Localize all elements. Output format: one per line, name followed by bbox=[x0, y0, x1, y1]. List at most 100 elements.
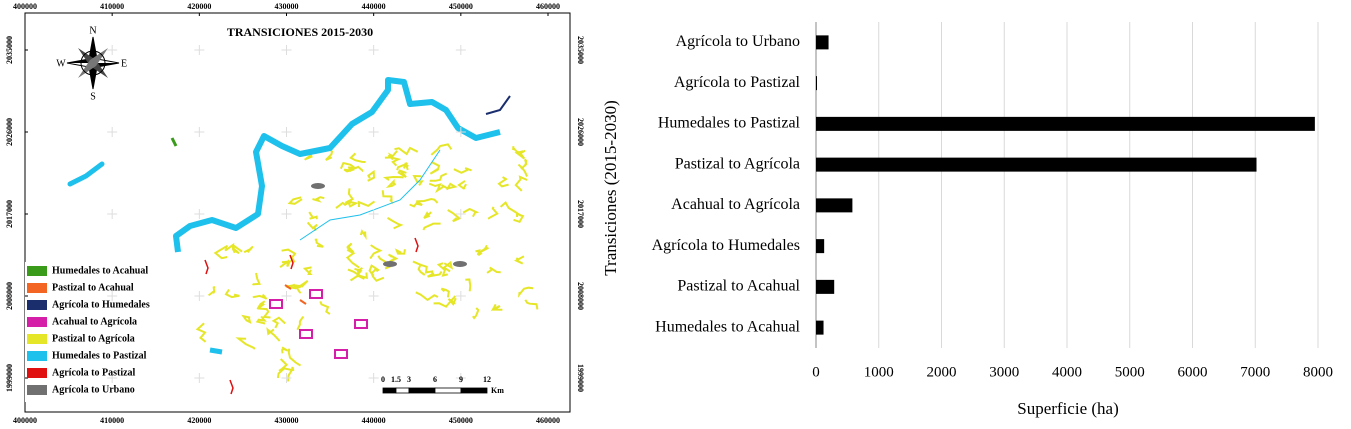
map-outline bbox=[173, 77, 501, 253]
map-patch bbox=[204, 259, 209, 275]
map-patch bbox=[287, 348, 302, 367]
map-patch bbox=[513, 212, 525, 224]
compass bbox=[66, 36, 120, 90]
map-y-coord: 2026000 bbox=[576, 118, 585, 146]
map-patch bbox=[354, 267, 363, 277]
map-y-coord: 2035000 bbox=[5, 36, 14, 64]
map-y-coord: 2035000 bbox=[576, 36, 585, 64]
map-patch bbox=[440, 182, 458, 191]
map-patch bbox=[243, 245, 254, 254]
map-patch bbox=[359, 229, 367, 241]
bar bbox=[816, 116, 1315, 131]
map-patch bbox=[319, 301, 331, 315]
map-patch bbox=[394, 146, 419, 156]
map-patch bbox=[412, 174, 424, 186]
map-patch bbox=[231, 244, 243, 255]
map-patch bbox=[195, 322, 207, 343]
map-x-coord: 420000 bbox=[187, 2, 211, 11]
legend-label: Agrícola to Humedales bbox=[52, 299, 150, 310]
map-patch bbox=[436, 262, 449, 277]
map-patch bbox=[207, 286, 216, 297]
map-patch bbox=[465, 278, 472, 292]
map-x-coord: 460000 bbox=[536, 2, 560, 11]
map-patch bbox=[287, 196, 303, 205]
map-patch bbox=[397, 169, 407, 178]
map-patch bbox=[302, 266, 313, 275]
scale-label: 6 bbox=[433, 375, 437, 384]
scale-segment bbox=[460, 387, 488, 394]
map-patch bbox=[271, 316, 286, 329]
map-patch bbox=[381, 190, 393, 205]
legend-swatch bbox=[27, 385, 47, 395]
map-patch bbox=[517, 163, 529, 177]
x-tick-label: 5000 bbox=[1115, 364, 1145, 380]
map-grid-cross bbox=[281, 291, 292, 301]
x-tick-label: 0 bbox=[812, 364, 820, 380]
map-patch bbox=[419, 263, 434, 274]
map-patch bbox=[269, 299, 283, 309]
map-patch bbox=[430, 143, 453, 156]
map-patch bbox=[311, 183, 325, 189]
map-patch bbox=[440, 287, 450, 298]
y-tick-label: Pastizal to Agrícola bbox=[675, 155, 800, 172]
map-patch bbox=[497, 176, 509, 188]
map-patch bbox=[433, 295, 457, 308]
legend-swatch bbox=[27, 368, 47, 378]
map-patch bbox=[513, 255, 525, 265]
map-patch bbox=[394, 248, 406, 255]
scale-segment bbox=[408, 387, 436, 394]
map-grid-cross bbox=[455, 373, 466, 383]
map-x-coord: 400000 bbox=[13, 416, 37, 425]
map-patch bbox=[524, 299, 539, 310]
map-grid-cross bbox=[281, 45, 292, 55]
scale-label: 3 bbox=[407, 375, 411, 384]
map-grid-cross bbox=[455, 291, 466, 301]
map-patch bbox=[429, 172, 448, 182]
map-y-coord: 2026000 bbox=[5, 118, 14, 146]
map-patch bbox=[281, 248, 297, 263]
map-patch bbox=[447, 297, 457, 307]
map-patch bbox=[370, 267, 385, 282]
map-patch bbox=[357, 200, 376, 208]
map-x-coord: 450000 bbox=[449, 416, 473, 425]
bar bbox=[816, 157, 1257, 172]
map-x-coord: 440000 bbox=[362, 2, 386, 11]
scale-segment bbox=[382, 387, 397, 394]
map-patch bbox=[312, 196, 325, 203]
map-patch bbox=[309, 289, 323, 299]
map-patch bbox=[423, 211, 432, 219]
map-patch bbox=[472, 307, 480, 320]
map-x-coord: 460000 bbox=[536, 416, 560, 425]
map-patch bbox=[294, 285, 302, 294]
map-patch bbox=[346, 242, 355, 253]
map-x-coord: 430000 bbox=[275, 2, 299, 11]
map-patch bbox=[368, 264, 380, 277]
map-grid-cross bbox=[107, 45, 118, 55]
map-patch bbox=[235, 337, 256, 350]
bar bbox=[816, 239, 825, 254]
y-axis-label: Transiciones (2015-2030) bbox=[601, 100, 620, 276]
map-grid-cross bbox=[194, 45, 205, 55]
scale-unit: Km bbox=[491, 386, 504, 395]
map-patch bbox=[343, 168, 355, 173]
map-x-coord: 410000 bbox=[100, 2, 124, 11]
map-patch bbox=[412, 260, 426, 276]
x-tick-label: 3000 bbox=[989, 364, 1019, 380]
map-patch bbox=[447, 209, 462, 223]
map-grid-cross bbox=[194, 291, 205, 301]
map-patch bbox=[251, 272, 261, 286]
map-grid-cross bbox=[368, 209, 379, 219]
map-patch bbox=[499, 201, 522, 217]
map-patch bbox=[278, 358, 289, 372]
map-grid-cross bbox=[368, 373, 379, 383]
bar bbox=[816, 279, 835, 294]
map-y-coord: 1999000 bbox=[576, 364, 585, 392]
map-grid-cross bbox=[455, 127, 466, 137]
map-outline bbox=[209, 347, 223, 355]
map-patch bbox=[354, 319, 368, 329]
map-patch bbox=[369, 244, 383, 260]
legend-swatch bbox=[27, 317, 47, 327]
map-patch bbox=[384, 156, 402, 167]
map-y-coord: 1999000 bbox=[5, 364, 14, 392]
